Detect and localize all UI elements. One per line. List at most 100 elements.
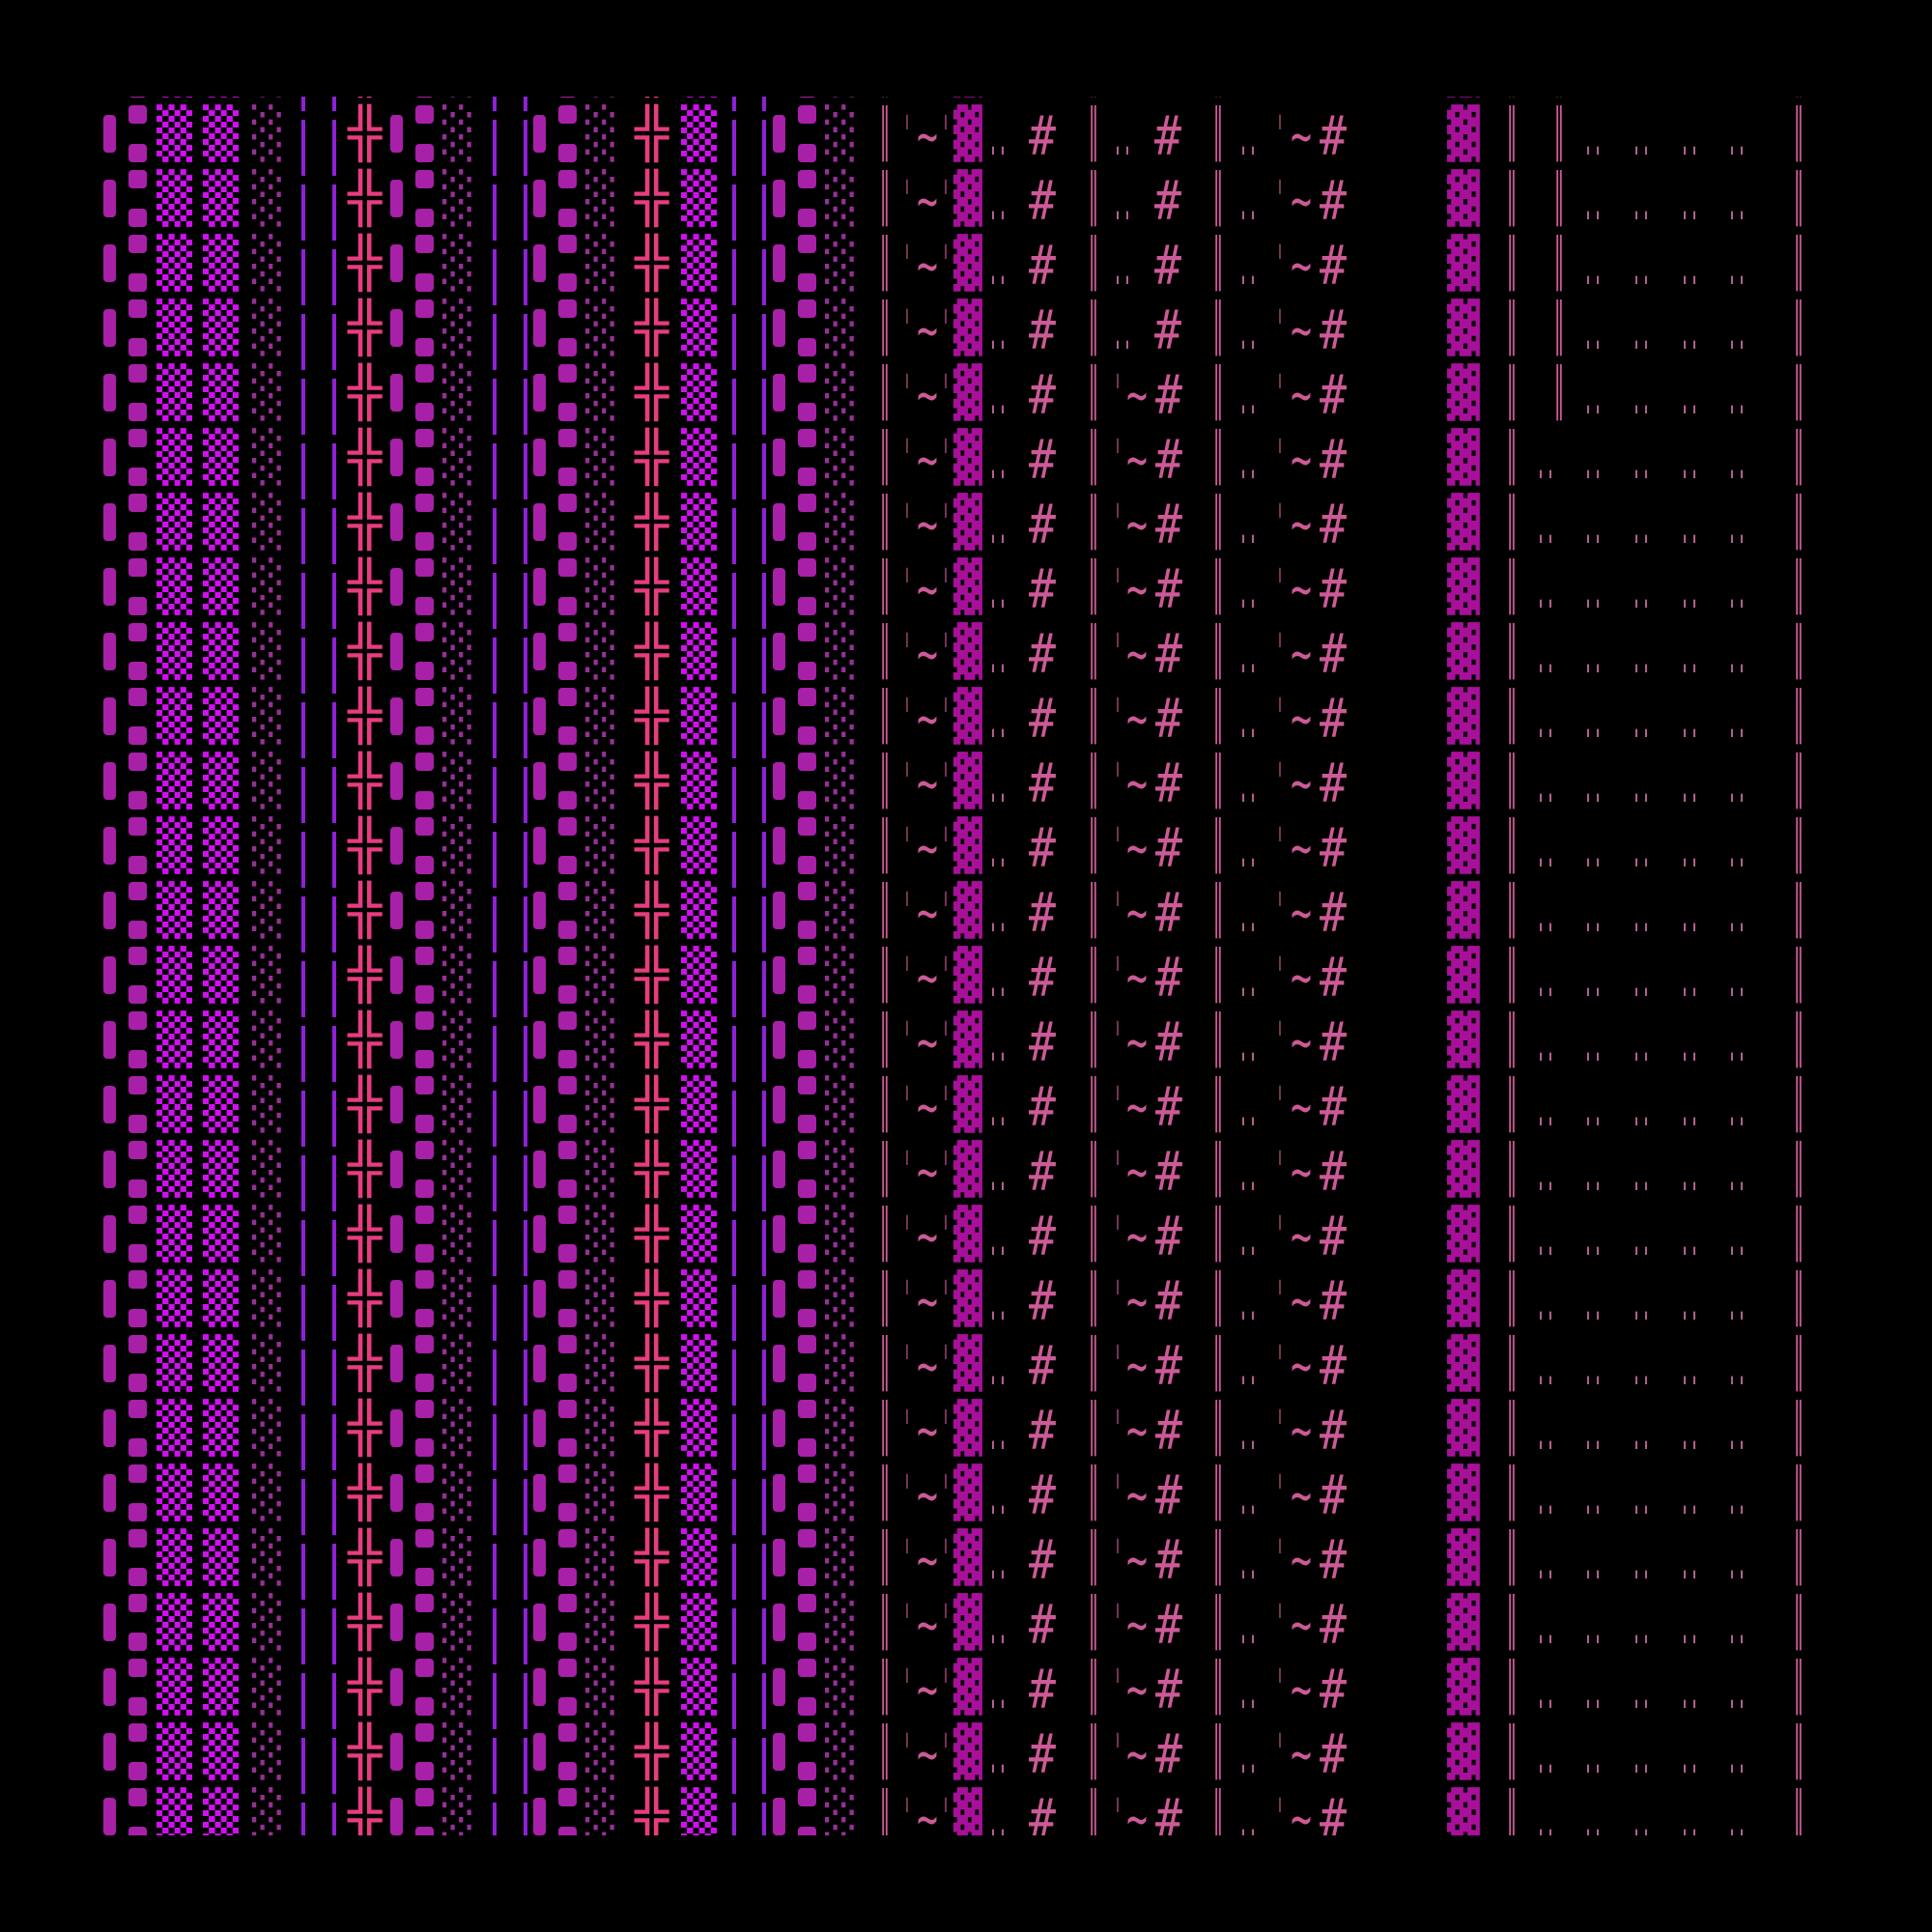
- tall-bar-glyph: ▮: [532, 244, 546, 282]
- double-bar-glyph: ║: [1087, 106, 1101, 162]
- double-bar-glyph: ║: [878, 1336, 893, 1392]
- text-row: ▮ ⁚ ▒ ▒ ░ │ │ ╬ ▮ ⁚ ░ │ │ ▮ ⁚ ░ ╬ ▒ │ │ ▮ ⁚ ░ ║ ' ~ ' ▓.. # ║ ' ~ # ║.. ' ~…: [0, 1463, 1932, 1535]
- dots-glyph: ..: [1632, 1270, 1652, 1333]
- dark-shade-glyph: ▓: [953, 235, 983, 293]
- text-glyph: ': [1276, 97, 1284, 104]
- text-glyph: ~: [917, 882, 939, 945]
- dots-glyph: ..: [1632, 170, 1652, 233]
- double-bar-glyph: ║: [1087, 948, 1101, 1004]
- text-glyph: ': [1276, 753, 1285, 815]
- dense-shade-glyph: ▒: [156, 1464, 192, 1522]
- double-square-glyph: ⁚: [414, 97, 434, 98]
- double-square-glyph: ⁚: [557, 947, 577, 1004]
- vertical-bar-glyph: │: [732, 185, 736, 241]
- double-square-glyph: ⁚: [797, 105, 816, 162]
- double-bar-glyph: ║: [1087, 365, 1101, 421]
- vertical-bar-glyph: │: [762, 1414, 766, 1470]
- dense-shade-glyph: ▒: [680, 947, 717, 1005]
- dense-shade-glyph: ▒: [202, 1659, 239, 1717]
- double-square-glyph: ⁚: [128, 364, 147, 421]
- tall-bar-glyph: ▮: [532, 1539, 546, 1577]
- vertical-bar-glyph: │: [493, 638, 497, 694]
- text-glyph: #: [1155, 817, 1183, 880]
- text-glyph: ~: [917, 494, 939, 556]
- double-square-glyph: ⁚: [128, 558, 147, 615]
- light-shade-glyph: ░: [585, 1594, 619, 1652]
- light-shade-glyph: ░: [252, 1464, 286, 1522]
- text-glyph: ': [1114, 1529, 1122, 1592]
- tall-bar-glyph: ▮: [772, 244, 785, 282]
- double-square-glyph: ⁚: [557, 105, 577, 162]
- dark-shade-glyph: ▓: [1447, 947, 1481, 1005]
- text-glyph: ': [903, 558, 912, 621]
- vertical-bar-glyph: │: [332, 1608, 336, 1664]
- double-bar-glyph: ║: [1505, 1724, 1520, 1780]
- dots-glyph: ..: [1680, 1788, 1700, 1835]
- light-shade-glyph: ░: [585, 1270, 619, 1328]
- dots-glyph: ..: [1680, 97, 1699, 104]
- dark-shade-glyph: ▓: [1447, 170, 1481, 228]
- dark-shade-glyph: ▓: [953, 753, 983, 810]
- vertical-bar-glyph: │: [732, 249, 736, 305]
- dense-shade-glyph: ▒: [202, 1400, 239, 1458]
- vertical-bar-glyph: │: [301, 97, 305, 111]
- dots-glyph: ..: [1727, 1011, 1747, 1074]
- light-shade-glyph: ░: [585, 1400, 619, 1458]
- double-bar-glyph: ║: [1792, 495, 1806, 551]
- vertical-bar-glyph: │: [493, 1091, 497, 1147]
- tall-bar-glyph: ▮: [532, 1151, 546, 1188]
- tall-bar-glyph: ▮: [389, 697, 403, 735]
- text-glyph: ~: [917, 1400, 939, 1463]
- vertical-bar-glyph: │: [332, 767, 336, 823]
- dots-glyph: ..: [1536, 817, 1556, 880]
- double-cross-glyph: ╬: [347, 1141, 382, 1199]
- text-glyph: ': [1114, 1659, 1122, 1721]
- vertical-bar-glyph: │: [524, 573, 527, 629]
- light-shade-glyph: ░: [442, 1011, 476, 1069]
- vertical-bar-glyph: │: [332, 1738, 336, 1794]
- text-glyph: #: [1320, 882, 1348, 945]
- dots-glyph: ..: [1583, 558, 1604, 621]
- text-glyph: ': [1276, 494, 1285, 556]
- text-glyph: ~: [1291, 1723, 1313, 1786]
- vertical-bar-glyph: │: [301, 508, 305, 564]
- dots-glyph: ..: [1727, 1206, 1747, 1268]
- dots-glyph: ..: [1583, 882, 1604, 945]
- vertical-bar-glyph: │: [524, 1091, 527, 1147]
- double-cross-glyph: ╬: [347, 1529, 382, 1587]
- dense-shade-glyph: ▒: [680, 623, 717, 681]
- vertical-bar-glyph: │: [732, 1414, 736, 1470]
- dots-glyph: ..: [1632, 1206, 1652, 1268]
- tall-bar-glyph: ▮: [102, 1668, 116, 1706]
- text-glyph: #: [1155, 1335, 1183, 1398]
- double-square-glyph: ⁚: [414, 429, 434, 486]
- dense-shade-glyph: ▒: [156, 558, 192, 616]
- vertical-bar-glyph: │: [493, 120, 497, 176]
- text-row: ▮⁚▒▒░││╬▮⁚░││▮⁚░╬▒││▮⁚░║'~'▓..#║..#║..'~…: [0, 169, 1932, 241]
- light-shade-glyph: ░: [825, 105, 859, 163]
- text-glyph: #: [1154, 105, 1182, 168]
- vertical-bar-glyph: │: [524, 1803, 527, 1835]
- dense-shade-glyph: ▒: [202, 688, 239, 746]
- dots-glyph: ..: [1583, 105, 1604, 168]
- double-bar-glyph: ║: [1505, 883, 1520, 939]
- light-shade-glyph: ░: [825, 688, 859, 746]
- text-glyph: #: [1320, 105, 1348, 168]
- text-glyph: #: [1029, 364, 1057, 427]
- text-row: ▮ ⁚ ▒ ▒ ░ │ │ ╬ ▮ ⁚ ░ │ │ ▮ ⁚ ░ ╬ ▒ │ │ ▮ ⁚ ░ ║ ' ~ ' ▓.. # ║ ' ~ # ║.. ' ~…: [0, 1528, 1932, 1600]
- text-glyph: #: [1029, 494, 1057, 556]
- double-cross-glyph: ╬: [348, 97, 382, 99]
- dense-shade-glyph: ▒: [202, 623, 239, 681]
- text-glyph: #: [1029, 1011, 1057, 1074]
- dark-shade-glyph: ▓: [953, 882, 983, 940]
- vertical-bar-glyph: │: [732, 1091, 736, 1147]
- vertical-bar-glyph: │: [732, 97, 736, 111]
- dots-glyph: ..: [1632, 688, 1652, 751]
- text-glyph: ': [903, 882, 912, 945]
- double-square-glyph: ⁚: [557, 97, 577, 98]
- text-glyph: #: [1029, 1206, 1057, 1268]
- vertical-bar-glyph: │: [762, 249, 766, 305]
- dots-glyph: ..: [1680, 1400, 1700, 1463]
- double-bar-glyph: ║: [1505, 236, 1520, 292]
- vertical-bar-glyph: │: [524, 896, 527, 952]
